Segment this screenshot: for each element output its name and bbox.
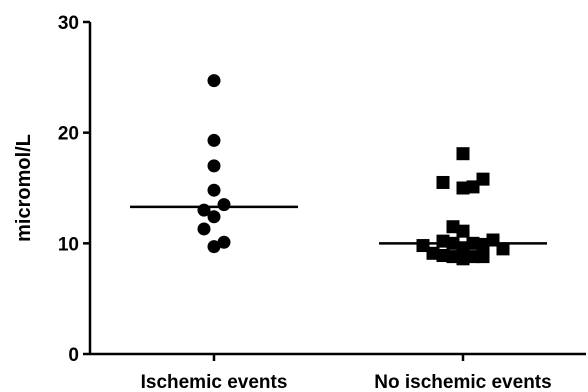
data-point [466, 180, 480, 194]
data-point [436, 175, 450, 189]
data-point [426, 246, 440, 260]
data-point [197, 222, 211, 236]
x-tick-label: Ischemic events [141, 372, 288, 392]
data-point [207, 210, 221, 224]
y-tick-label: 0 [68, 345, 79, 366]
y-tick-label: 30 [58, 13, 79, 34]
y-axis-title: micromol/L [13, 134, 35, 242]
data-point [456, 181, 470, 195]
data-point [456, 224, 470, 238]
data-point [207, 240, 221, 254]
axes: 0 10 20 30 Ischemic events No ischemic events [58, 13, 586, 392]
data-point [496, 242, 510, 256]
y-tick-label: 10 [58, 234, 79, 255]
data-point [217, 235, 231, 249]
data-point [217, 198, 231, 212]
data-point [207, 133, 221, 147]
data-point [207, 74, 221, 88]
data-point [446, 220, 460, 234]
data-point [456, 252, 470, 266]
data-point [476, 250, 490, 264]
data-point [436, 249, 450, 263]
data-point [207, 183, 221, 197]
data-point [476, 172, 490, 186]
x-tick-label: No ischemic events [374, 372, 551, 392]
data-point [466, 250, 480, 264]
data-point [456, 147, 470, 161]
y-tick-label: 20 [58, 124, 79, 145]
data-marks [130, 74, 547, 266]
data-point [446, 250, 460, 264]
data-point [207, 159, 221, 173]
